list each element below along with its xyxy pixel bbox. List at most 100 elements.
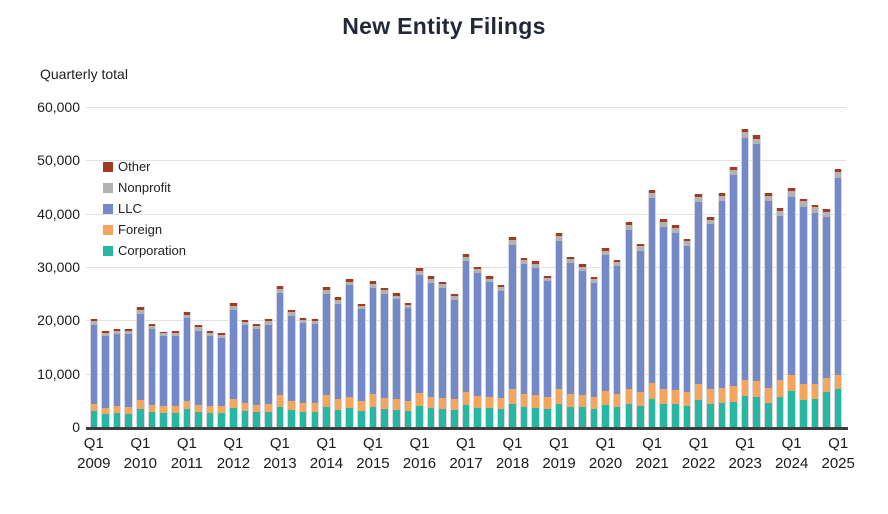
segment-other	[253, 323, 260, 326]
segment-other	[834, 168, 842, 172]
segment-other	[637, 244, 644, 247]
x-tick-year: 2014	[309, 455, 344, 472]
segment-nonprofit	[230, 306, 237, 310]
x-tick-label-2010: Q1 2010	[105, 434, 175, 474]
segment-corporation	[613, 406, 621, 427]
segment-nonprofit	[253, 325, 260, 329]
bar-q4-2012	[263, 318, 273, 427]
segment-foreign	[625, 388, 633, 404]
segment-other	[264, 318, 272, 322]
segment-foreign	[276, 395, 284, 407]
segment-foreign	[509, 389, 516, 405]
chart-title: New Entity Filings	[342, 13, 546, 39]
x-tick-quarter: Q1	[595, 435, 616, 452]
segment-other	[741, 128, 749, 133]
segment-corporation	[253, 412, 260, 427]
bar-q1-2017	[461, 253, 471, 427]
segment-other	[602, 247, 609, 251]
x-tick-quarter: Q1	[642, 435, 663, 452]
segment-foreign	[323, 395, 330, 407]
bar-q1-2015	[368, 280, 378, 427]
y-tick-label: 30,000	[37, 259, 80, 275]
bar-q2-2015	[380, 287, 389, 427]
y-tick-label: 10,000	[37, 365, 80, 382]
segment-other	[823, 209, 830, 212]
segment-corporation	[485, 408, 493, 427]
segment-nonprofit	[660, 221, 668, 227]
segment-nonprofit	[590, 279, 598, 284]
segment-corporation	[195, 412, 202, 427]
segment-foreign	[288, 401, 295, 411]
segment-foreign	[148, 404, 156, 413]
segment-nonprofit	[613, 262, 621, 267]
x-tick-label-2021: Q1 2021	[617, 434, 687, 474]
segment-other	[718, 192, 726, 196]
segment-nonprofit	[358, 305, 365, 310]
segment-nonprofit	[206, 332, 214, 336]
segment-foreign	[706, 388, 714, 404]
segment-other	[672, 225, 679, 229]
bar-q1-2014	[322, 286, 331, 427]
bar-q2-2024	[798, 198, 808, 427]
segment-nonprofit	[509, 240, 516, 245]
segment-other	[706, 216, 714, 220]
y-tick-label: 20,000	[37, 312, 80, 329]
bar-q1-2016	[415, 268, 424, 427]
x-tick-label-2018: Q1 2018	[478, 434, 548, 474]
bar-q3-2015	[391, 293, 401, 427]
segment-corporation	[404, 411, 412, 427]
legend-swatch-llc	[103, 203, 113, 214]
segment-nonprofit	[404, 304, 412, 309]
bar-q2-2016	[426, 276, 436, 427]
segment-other	[346, 279, 353, 282]
bar-q2-2019	[566, 256, 575, 427]
segment-nonprofit	[102, 332, 109, 336]
bar-q3-2014	[345, 279, 354, 427]
x-tick-label-2014: Q1 2014	[291, 434, 361, 474]
segment-nonprofit	[323, 289, 330, 294]
segment-llc	[683, 245, 691, 392]
bar-q1-2018	[508, 237, 517, 427]
segment-other	[206, 331, 214, 333]
segment-llc	[625, 229, 633, 389]
segment-foreign	[137, 400, 144, 409]
segment-foreign	[358, 401, 365, 411]
segment-foreign	[532, 395, 540, 408]
segment-corporation	[660, 403, 668, 427]
segment-nonprofit	[683, 241, 691, 246]
segment-other	[125, 329, 132, 332]
segment-corporation	[718, 403, 726, 427]
segment-other	[474, 267, 481, 270]
x-tick-label-2022: Q1 2022	[664, 434, 734, 474]
segment-other	[241, 319, 249, 322]
legend-item-corporation: Corporation	[103, 240, 186, 261]
segment-llc	[171, 335, 179, 407]
segment-nonprofit	[183, 314, 191, 319]
bar-q1-2009	[89, 319, 99, 427]
bar-q4-2014	[357, 303, 366, 427]
segment-nonprofit	[695, 197, 702, 203]
segment-corporation	[579, 407, 586, 427]
segment-llc	[299, 323, 307, 404]
x-tick-year: 2011	[170, 455, 203, 472]
segment-nonprofit	[567, 259, 574, 264]
segment-other	[183, 311, 191, 315]
segment-nonprofit	[427, 278, 435, 283]
segment-foreign	[102, 407, 109, 415]
segment-llc	[834, 177, 842, 375]
segment-other	[509, 237, 516, 241]
bar-q3-2020	[624, 222, 634, 427]
bar-q1-2019	[554, 233, 564, 427]
bar-q2-2023	[752, 135, 762, 427]
bar-q3-2024	[810, 204, 820, 427]
x-tick-label-2016: Q1 2016	[384, 434, 454, 474]
x-tick-label-2011: Q1 2011	[152, 434, 222, 474]
segment-foreign	[834, 374, 842, 389]
segment-corporation	[288, 410, 295, 427]
segment-llc	[509, 244, 516, 390]
segment-llc	[392, 299, 400, 400]
segment-nonprofit	[195, 327, 202, 331]
segment-llc	[451, 299, 458, 400]
segment-llc	[823, 217, 830, 379]
segment-llc	[323, 293, 330, 396]
